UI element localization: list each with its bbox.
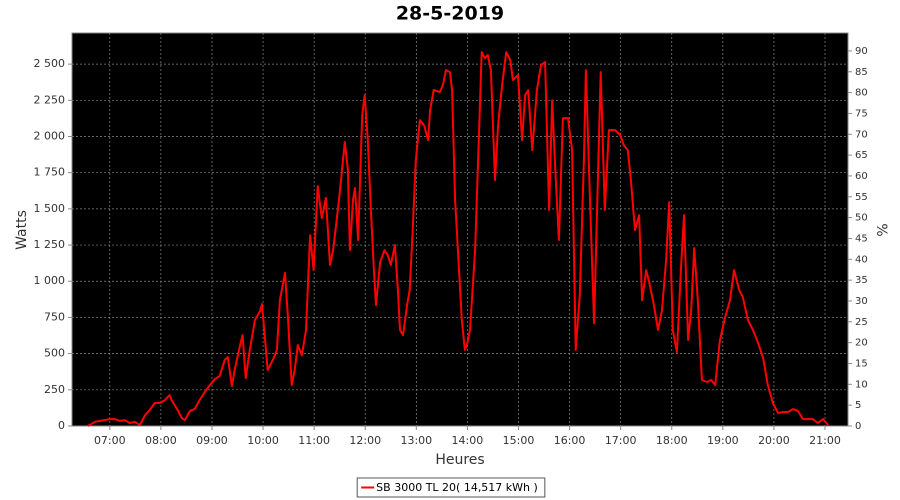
x-tick-label: 16:00 <box>554 434 586 447</box>
y2-tick-label: 10 <box>855 379 868 390</box>
y2-axis-label: % <box>873 223 889 236</box>
y-axis-label: Watts <box>14 210 30 250</box>
y-tick-label: 1 750 <box>34 166 66 179</box>
y2-tick-label: 45 <box>855 233 868 244</box>
x-tick-label: 11:00 <box>298 434 330 447</box>
y-tick-label: 250 <box>44 383 65 396</box>
y2-tick-label: 75 <box>855 108 868 119</box>
y-tick-label: 2 000 <box>34 129 66 142</box>
y2-tick-label: 30 <box>855 296 868 307</box>
y2-tick-label: 60 <box>855 171 868 182</box>
y-tick-label: 1 000 <box>34 274 66 287</box>
x-tick-label: 09:00 <box>196 434 228 447</box>
y2-tick-label: 90 <box>855 46 868 57</box>
plot-area <box>71 32 849 427</box>
x-tick-label: 17:00 <box>605 434 637 447</box>
y2-tick-label: 40 <box>855 254 868 265</box>
y2-tick-label: 35 <box>855 275 868 286</box>
y-tick-label: 1 250 <box>34 238 66 251</box>
x-tick-label: 21:00 <box>809 434 841 447</box>
x-tick-label: 18:00 <box>656 434 688 447</box>
legend: SB 3000 TL 20( 14,517 kWh ) <box>356 477 546 498</box>
chart-title: 28-5-2019 <box>396 3 504 25</box>
y2-tick-label: 0 <box>855 421 861 432</box>
y-tick-label: 500 <box>44 347 65 360</box>
x-tick-label: 13:00 <box>400 434 432 447</box>
y2-tick-label: 85 <box>855 67 868 78</box>
y-tick-label: 1 500 <box>34 202 66 215</box>
y2-tick-label: 5 <box>855 400 861 411</box>
y2-tick-label: 65 <box>855 150 868 161</box>
legend-box <box>356 477 546 498</box>
y-tick-label: 750 <box>44 310 65 323</box>
y-tick-label: 2 500 <box>34 57 66 70</box>
x-tick-label: 12:00 <box>349 434 381 447</box>
x-tick-label: 10:00 <box>247 434 279 447</box>
legend-label: SB 3000 TL 20( 14,517 kWh ) <box>376 481 538 494</box>
y-tick-label: 2 250 <box>34 93 66 106</box>
x-tick-label: 08:00 <box>145 434 177 447</box>
y-tick-label: 0 <box>58 419 65 432</box>
x-tick-label: 14:00 <box>452 434 484 447</box>
x-axis-label: Heures <box>435 452 484 468</box>
x-tick-label: 15:00 <box>503 434 535 447</box>
x-tick-label: 20:00 <box>758 434 790 447</box>
y2-tick-label: 80 <box>855 88 868 99</box>
y2-tick-label: 55 <box>855 192 868 203</box>
x-tick-label: 07:00 <box>94 434 126 447</box>
y2-tick-label: 15 <box>855 358 868 369</box>
y2-tick-label: 50 <box>855 213 868 224</box>
y2-tick-label: 70 <box>855 129 868 140</box>
y2-tick-label: 20 <box>855 338 868 349</box>
x-tick-label: 19:00 <box>707 434 739 447</box>
data-line <box>87 51 829 427</box>
y2-tick-label: 25 <box>855 317 868 328</box>
